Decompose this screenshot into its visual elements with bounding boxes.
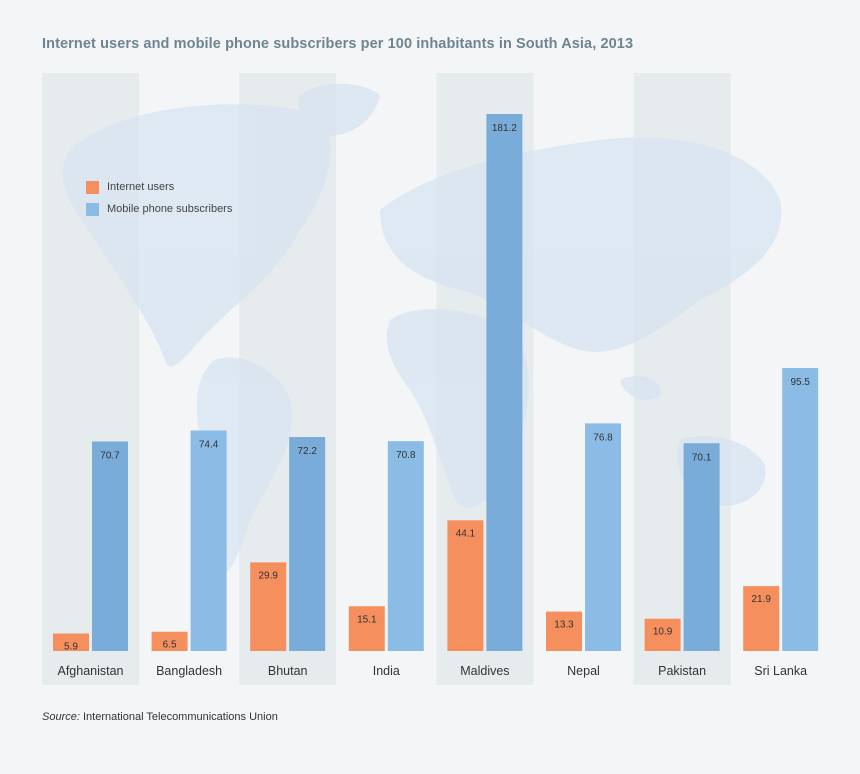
value-label-internet-bhutan: 29.9 (258, 570, 278, 581)
value-label-internet-afghanistan: 5.9 (64, 642, 78, 653)
legend-swatch-internet (86, 180, 99, 194)
bar-internet-nepal (546, 611, 582, 651)
bar-mobile-sri-lanka (782, 367, 819, 651)
bar-internet-sri-lanka (743, 586, 780, 651)
bar-internet-bangladesh (151, 631, 188, 651)
category-label-bhutan: Bhutan (268, 664, 308, 678)
bar-mobile-bhutan (289, 437, 326, 651)
bar-internet-pakistan (644, 618, 681, 651)
map-landmass-3 (298, 83, 380, 136)
category-label-maldives: Maldives (460, 664, 509, 678)
source-note: Source: International Telecommunications… (42, 711, 278, 723)
value-label-mobile-maldives: 181.2 (492, 123, 517, 134)
source-text: International Telecommunications Union (82, 711, 278, 723)
value-label-internet-sri-lanka: 21.9 (751, 594, 771, 605)
bar-internet-maldives (447, 520, 484, 651)
bar-mobile-nepal (585, 423, 621, 651)
legend-swatch-mobile (86, 202, 99, 216)
source-label: Source: (42, 711, 80, 723)
bar-mobile-india (387, 441, 424, 651)
category-label-sri-lanka: Sri Lanka (754, 664, 807, 678)
bar-internet-bhutan (250, 562, 287, 651)
value-label-internet-pakistan: 10.9 (653, 627, 673, 638)
value-label-mobile-nepal: 76.8 (593, 432, 613, 443)
category-label-india: India (373, 664, 400, 678)
legend: Internet users Mobile phone subscribers (86, 176, 232, 220)
category-label-pakistan: Pakistan (658, 664, 706, 678)
map-landmass-4 (380, 137, 782, 352)
value-label-mobile-pakistan: 70.1 (692, 452, 712, 463)
value-label-internet-maldives: 44.1 (456, 528, 476, 539)
legend-label-mobile: Mobile phone subscribers (107, 203, 233, 215)
value-label-internet-nepal: 13.3 (554, 620, 574, 631)
bar-internet-afghanistan (53, 633, 89, 651)
value-label-mobile-bangladesh: 74.4 (199, 440, 219, 451)
bar-mobile-maldives (486, 114, 523, 651)
legend-item-mobile: Mobile phone subscribers (86, 198, 232, 220)
bar-internet-india (348, 606, 385, 651)
bar-mobile-afghanistan (92, 441, 128, 651)
category-label-afghanistan: Afghanistan (57, 664, 123, 678)
bar-mobile-bangladesh (190, 430, 227, 651)
legend-label-internet: Internet users (107, 181, 175, 193)
value-label-internet-bangladesh: 6.5 (163, 640, 177, 651)
map-landmass-7 (620, 375, 661, 400)
value-label-mobile-afghanistan: 70.7 (100, 450, 120, 461)
value-label-internet-india: 15.1 (357, 614, 377, 625)
bar-mobile-pakistan (683, 443, 720, 651)
value-label-mobile-bhutan: 72.2 (297, 446, 317, 457)
category-label-bangladesh: Bangladesh (156, 664, 222, 678)
legend-item-internet: Internet users (86, 176, 232, 198)
category-label-nepal: Nepal (567, 664, 600, 678)
chart-title: Internet users and mobile phone subscrib… (42, 36, 634, 52)
value-label-mobile-india: 70.8 (396, 450, 416, 461)
map-landmass-1 (62, 104, 331, 367)
value-label-mobile-sri-lanka: 95.5 (790, 377, 810, 388)
